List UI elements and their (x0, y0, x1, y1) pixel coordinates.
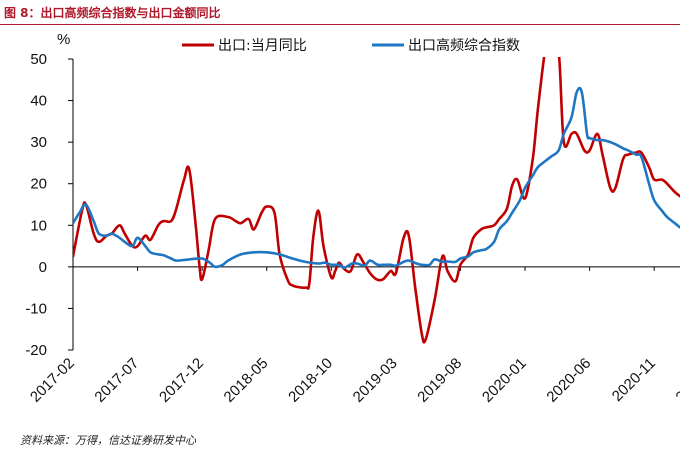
x-tick-label: 2018-05 (221, 355, 272, 406)
x-tick-label: 2021-04 (673, 355, 680, 406)
y-tick-label: 10 (30, 217, 47, 234)
y-tick-label: 30 (30, 134, 47, 151)
x-tick-label: 2019-03 (350, 355, 401, 406)
y-axis: -20 -10 0 10 20 30 40 50% (25, 31, 74, 359)
y-tick-label: -20 (25, 342, 47, 359)
x-tick-label: 2017-12 (156, 355, 207, 406)
legend: 出口:当月同比 出口高频综合指数 (182, 37, 520, 54)
y-axis-unit: % (57, 31, 70, 48)
series-group (73, 57, 680, 344)
x-tick-label: 2020-11 (609, 355, 659, 405)
legend-label-export-yoy: 出口:当月同比 (218, 38, 307, 54)
figure-title: 图 8：出口高频综合指数与出口金额同比 (4, 6, 221, 20)
x-tick-label: 2017-02 (27, 355, 78, 406)
x-tick-label: 2019-08 (414, 355, 465, 406)
x-tick-label: 2017-07 (91, 355, 142, 406)
source-note: 资料来源：万得，信达证券研发中心 (20, 434, 196, 447)
series-line-hf-index (73, 86, 680, 269)
y-tick-label: 20 (30, 176, 47, 193)
legend-label-hf-index: 出口高频综合指数 (408, 37, 520, 54)
series-line-export-yoy (73, 57, 680, 344)
y-tick-label: 40 (30, 93, 47, 110)
y-tick-label: -10 (25, 300, 47, 317)
x-axis: 2017-02 2017-07 2017-12 2018-05 2018-10 2019-… (27, 266, 680, 406)
y-tick-label: 0 (39, 259, 47, 276)
title-divider (0, 24, 680, 25)
y-tick-label: 50 (30, 51, 47, 68)
x-tick-label: 2018-10 (285, 355, 336, 406)
x-tick-label: 2020-01 (479, 355, 530, 406)
x-tick-label: 2020-06 (543, 355, 594, 406)
